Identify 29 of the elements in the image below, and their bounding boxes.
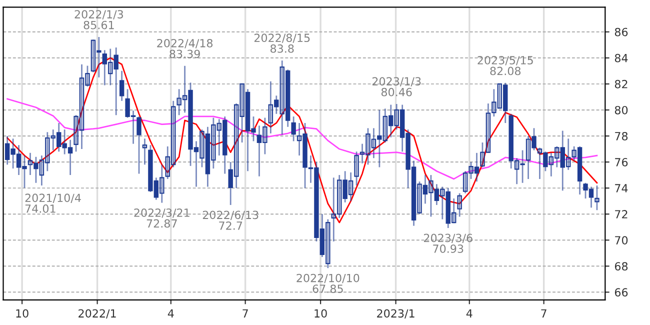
annotation: 2022/3/21 72.87 [134, 208, 190, 228]
annotation: 2022/1/3 85.61 [74, 10, 123, 30]
annotation: 2022/8/15 83.8 [254, 34, 310, 53]
y-tick-label: 72 [615, 210, 628, 218]
annotation: 2022/10/10 67.85 [296, 274, 360, 293]
x-tick-label: 10 [16, 309, 28, 318]
y-tick-label: 86 [614, 28, 628, 36]
y-tick-label: 82 [614, 80, 628, 88]
annotation: 2022/6/13 72.7 [202, 210, 258, 230]
y-tick-label: 70 [615, 236, 628, 244]
x-tick-label: 2022/1 [78, 309, 116, 318]
y-tick-label: 84 [614, 54, 628, 62]
x-tick-label: 2023/1 [377, 309, 414, 318]
y-tick-label: 74 [615, 184, 628, 192]
x-tick-label: 7 [541, 309, 546, 318]
annotation: 2021/10/4 74.01 [25, 194, 81, 213]
annotation: 2023/5/15 82.08 [478, 56, 533, 76]
annotation: 2022/4/18 83.39 [157, 38, 213, 58]
y-tick-label: 80 [614, 106, 628, 114]
y-tick-label: 66 [614, 288, 628, 297]
annotation: 2023/1/3 80.46 [372, 77, 421, 96]
x-tick-label: 10 [314, 309, 327, 318]
x-tick-label: 4 [168, 309, 174, 318]
x-tick-label: 7 [242, 309, 248, 318]
y-tick-label: 68 [614, 262, 628, 271]
x-tick-label: 4 [466, 309, 472, 318]
y-tick-label: 76 [615, 158, 628, 166]
annotation: 2023/3/6 70.93 [424, 234, 472, 253]
y-tick-label: 78 [615, 132, 628, 140]
